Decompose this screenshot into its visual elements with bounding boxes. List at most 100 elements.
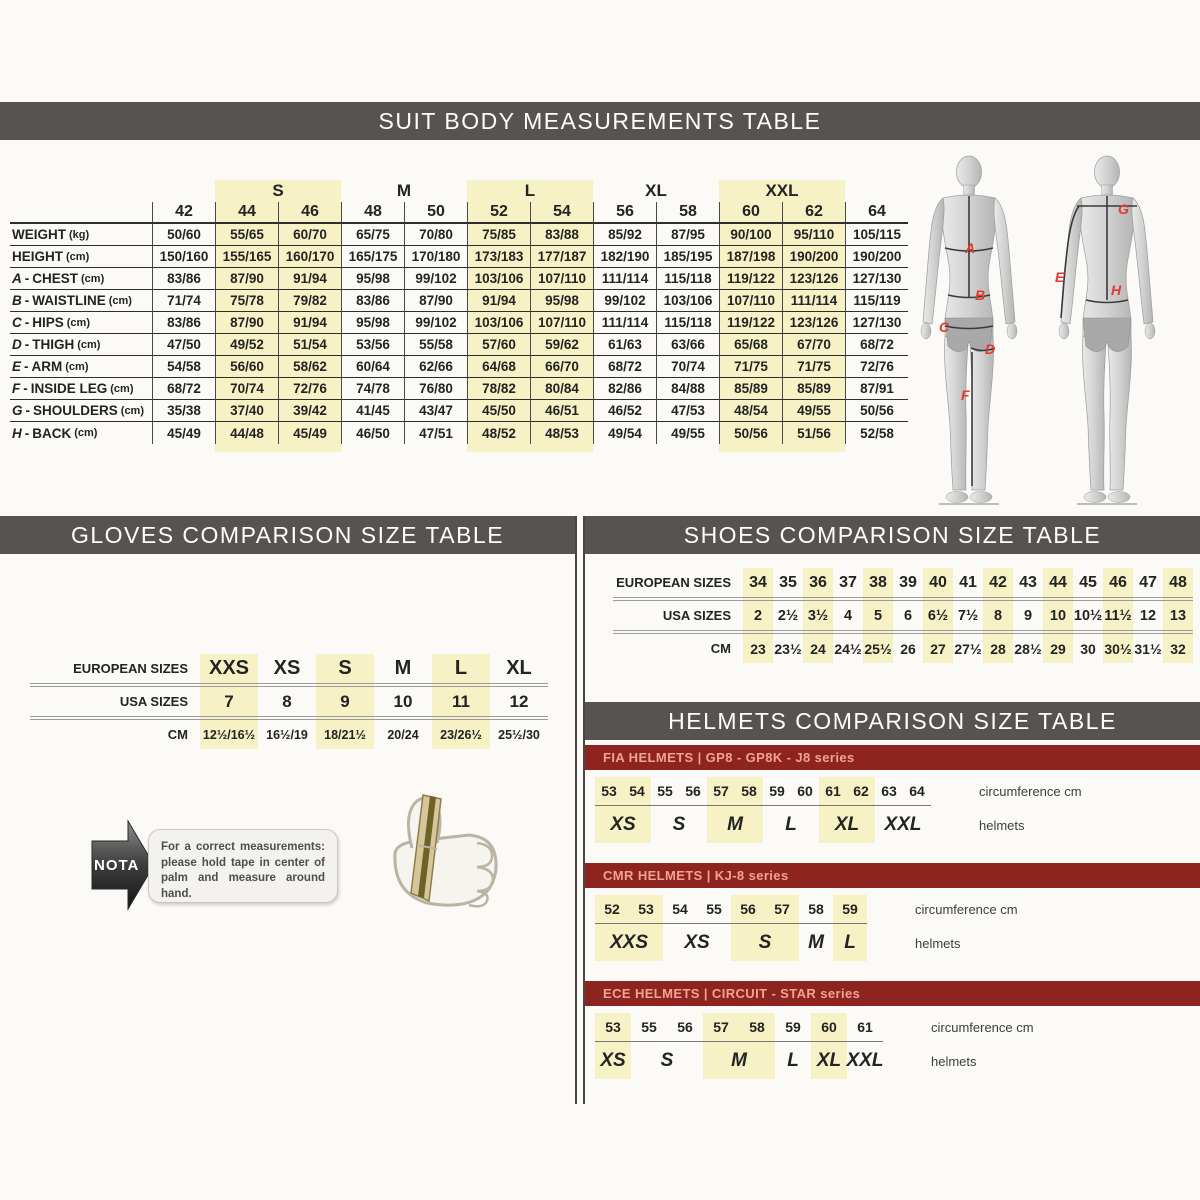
shoes-cm-value: 24 — [803, 634, 833, 663]
suit-cell-value: 103/106 — [467, 268, 530, 290]
suit-cell-value: 78/82 — [467, 378, 530, 400]
divider-line — [735, 805, 763, 807]
divider-line — [1163, 597, 1193, 601]
suit-cell-value: 52/58 — [845, 422, 908, 444]
suit-size-value: 48 — [341, 202, 404, 224]
helmet-size-label: L — [833, 925, 867, 961]
label-name: INSIDE LEG — [30, 381, 108, 396]
suit-row-label: E - ARM (cm) — [10, 356, 152, 378]
divider-line — [490, 683, 548, 687]
shoes-cm-value: 29 — [1043, 634, 1073, 663]
suit-size-group: XXL — [719, 180, 845, 202]
suit-cell-value: 45/49 — [278, 422, 341, 444]
suit-size-value: 58 — [656, 202, 719, 224]
suit-cell-value: 87/90 — [404, 290, 467, 312]
divider-line — [316, 683, 374, 687]
shoes-cm-value: 32 — [1163, 634, 1193, 663]
suit-cell-value: 85/92 — [593, 224, 656, 246]
suit-cell-value: 46/50 — [341, 422, 404, 444]
suit-cell-value: 70/74 — [215, 378, 278, 400]
label-name: HEIGHT — [12, 249, 64, 264]
suit-cell-value: 48/54 — [719, 400, 782, 422]
suit-size-row-spacer — [10, 202, 152, 224]
suit-cell-value: 46/52 — [593, 400, 656, 422]
helmet-circumference-value: 56 — [685, 783, 701, 799]
helmet-circumference-value: 55 — [706, 901, 722, 917]
suit-cell-value: 51/56 — [782, 422, 845, 444]
divider-line — [1103, 630, 1133, 634]
shoes-usa-size: 6 — [903, 607, 913, 624]
divider-line — [847, 805, 875, 807]
divider-line — [629, 923, 663, 925]
label-unit: (cm) — [66, 316, 90, 329]
fia-helmets-block: FIA HELMETS | GP8 - GP8K - J8 series 53 5… — [585, 745, 1200, 843]
circumference-cm-label: circumference cm — [915, 901, 1018, 917]
helmet-size-label: S — [660, 1050, 674, 1071]
divider-line — [893, 597, 923, 601]
suit-size-group: M — [396, 181, 412, 200]
measure-letter: A — [12, 271, 22, 286]
gloves-table: EUROPEAN SIZES XXS XS S M L XL USA SIZES 7 8 9 10 11… — [30, 654, 575, 749]
label-name: ARM — [31, 359, 63, 374]
helmet-size-label: S — [731, 925, 799, 961]
divider-line — [30, 716, 200, 720]
shoes-eu-size: 48 — [1163, 568, 1193, 597]
suit-size-value: 60 — [719, 202, 782, 224]
divider-line — [316, 716, 374, 720]
suit-cell-value: 49/55 — [656, 422, 719, 444]
divider-line — [863, 630, 893, 634]
helmet-circumference-value: 55 — [641, 1019, 657, 1035]
label-name: WAISTLINE — [32, 293, 106, 308]
shoes-eu-size: 36 — [803, 568, 833, 597]
helmet-circumference-value: 54 — [623, 777, 651, 805]
divider-line — [200, 716, 258, 720]
shoes-cm-value: 27 — [923, 634, 953, 663]
suit-cell-value: 95/98 — [530, 290, 593, 312]
row-label: USA SIZES — [662, 608, 731, 623]
mannequin-front: A B C D F — [920, 155, 1018, 505]
gloves-cm-value: 18/21½ — [316, 720, 374, 749]
shoes-usa-size: 7½ — [957, 607, 979, 624]
label-unit: (cm) — [74, 427, 98, 439]
suit-cell-value: 60/70 — [278, 224, 341, 246]
suit-section: S M L XL XXL 42 44 46 48 50 52 54 56 58 60 62 64 WEIGHT (k… — [0, 140, 1200, 516]
label-name: HIPS — [32, 315, 64, 330]
suit-cell-value: 127/130 — [845, 312, 908, 334]
suit-pad-cell — [530, 444, 593, 452]
divider-line — [1043, 630, 1073, 634]
suit-row-label: F - INSIDE LEG (cm) — [10, 378, 152, 400]
shoes-usa-size: 9 — [1023, 607, 1033, 624]
gloves-eu-size: XS — [273, 657, 301, 679]
shoes-usa-size: 10½ — [1073, 607, 1103, 624]
suit-cell-value: 50/60 — [152, 224, 215, 246]
divider-line — [765, 923, 799, 925]
suit-cell-value: 71/75 — [782, 356, 845, 378]
suit-cell-value: 56/60 — [215, 356, 278, 378]
shoes-cm-value: 27½ — [954, 640, 982, 657]
suit-cell-value: 107/110 — [530, 312, 593, 334]
suit-row-label: H - BACK (cm) — [10, 422, 152, 444]
suit-cell-value: 45/49 — [152, 422, 215, 444]
divider-line — [374, 683, 432, 687]
helmet-circumference-value: 61 — [857, 1019, 873, 1035]
letter-inside-leg: F — [961, 387, 970, 403]
label-unit: (cm) — [66, 250, 90, 263]
shoes-eu-size: 47 — [1139, 573, 1157, 591]
gloves-column: GLOVES COMPARISON SIZE TABLE EUROPEAN SI… — [0, 516, 575, 947]
measure-letter: C — [12, 315, 22, 330]
label-separator: - — [24, 271, 30, 286]
suit-cell-value: 107/110 — [719, 290, 782, 312]
gloves-cm-value: 23/26½ — [432, 720, 490, 749]
suit-size-group: XL — [645, 181, 667, 200]
divider-line — [763, 805, 791, 807]
shoes-eu-size: 41 — [959, 573, 977, 591]
suit-cell-value: 123/126 — [782, 312, 845, 334]
row-label: USA SIZES — [119, 694, 188, 709]
thumb-measure-icon — [393, 794, 498, 908]
helmet-size-label: XL — [819, 807, 875, 843]
gloves-usa-size: 12 — [509, 691, 529, 711]
suit-cell-value: 119/122 — [719, 312, 782, 334]
helmet-circumference-value: 56 — [731, 895, 765, 923]
divider-line — [613, 597, 743, 601]
helmet-circumference-value: 61 — [819, 777, 847, 805]
